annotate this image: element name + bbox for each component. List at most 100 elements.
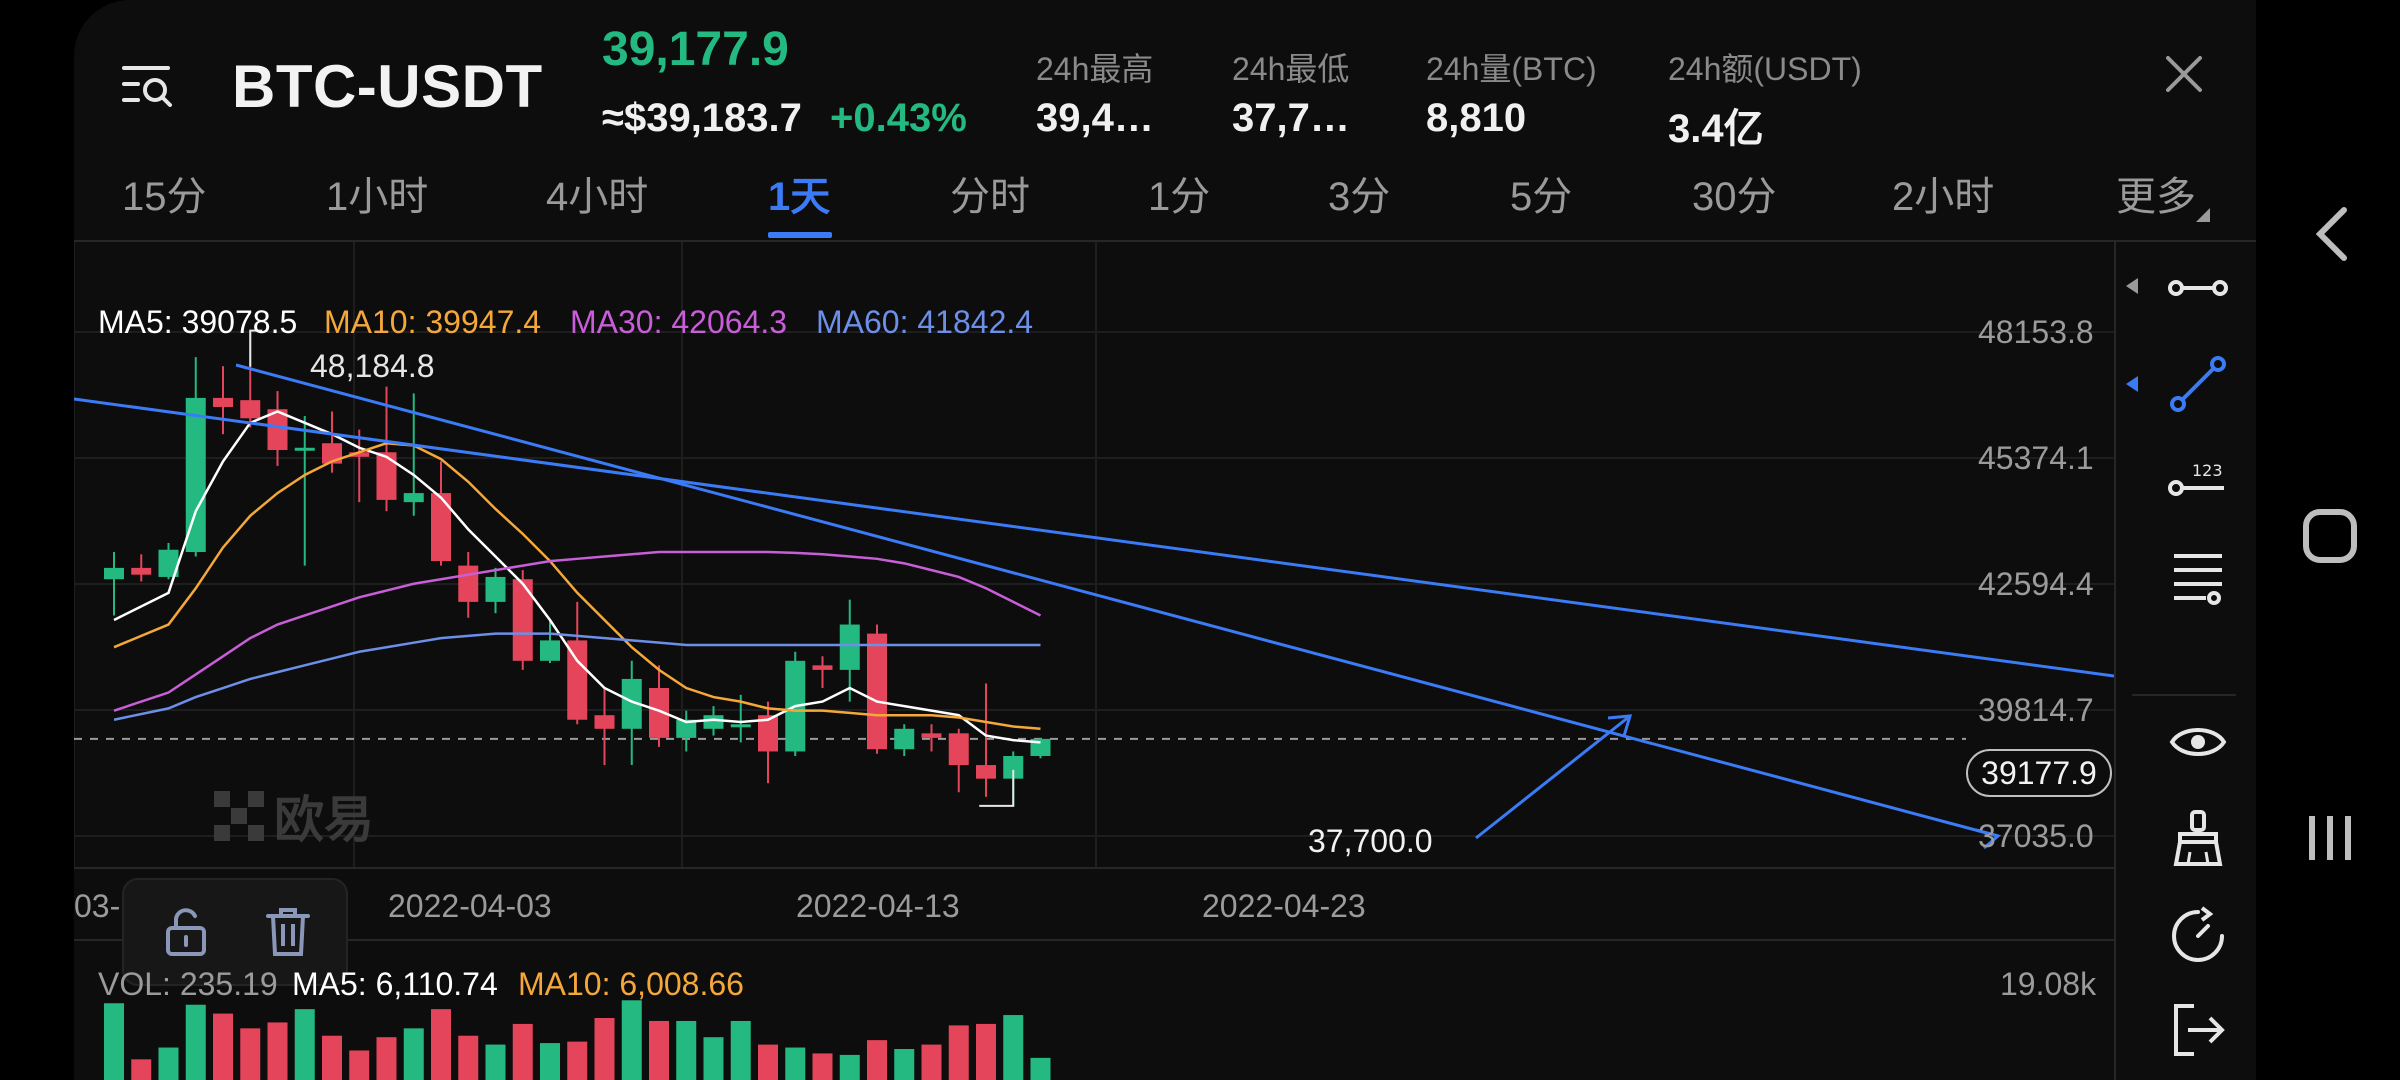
- price-axis-label: 45374.1: [1978, 440, 2094, 476]
- candle-body: [812, 665, 833, 670]
- stat-label-24h-high: 24h最高: [1036, 51, 1154, 87]
- candle-body: [403, 493, 424, 503]
- trend-line-tool-icon[interactable]: [2166, 352, 2230, 416]
- candle-body: [158, 549, 179, 577]
- high-marker-line: [249, 329, 263, 367]
- volume-bar: [267, 1022, 288, 1080]
- candle-body: [703, 715, 724, 729]
- volume-bar: [403, 1028, 424, 1080]
- candle-body: [976, 765, 996, 779]
- parallel-lines-tool-icon[interactable]: [2166, 544, 2230, 608]
- svg-text:123: 123: [2192, 461, 2223, 480]
- high-price-marker: 48,184.8: [310, 348, 435, 384]
- close-icon[interactable]: [2162, 52, 2206, 96]
- volume-bar: [294, 1009, 315, 1080]
- ma-line-ma30: [113, 550, 1042, 712]
- tab-5m[interactable]: 5分: [1510, 175, 1573, 219]
- trend-line: [1475, 714, 1631, 840]
- candle-body: [594, 715, 615, 729]
- volume-bar: [976, 1023, 996, 1080]
- trend-line: [235, 363, 1999, 838]
- volume-ma5-legend: MA5: 6,110.74: [292, 966, 498, 1002]
- tab-time-sharing[interactable]: 分时: [950, 175, 1030, 219]
- price-change: +0.43%: [830, 96, 967, 140]
- volume-bar: [213, 1013, 233, 1080]
- low-marker-line: [979, 769, 1015, 807]
- volume-bar: [948, 1025, 969, 1080]
- stat-value-24h-turnover: 3.4亿: [1668, 107, 1764, 151]
- ma-line-ma60: [113, 632, 1041, 721]
- tab-15m[interactable]: 15分: [122, 175, 207, 219]
- trend-line: [74, 397, 2114, 678]
- candle-body: [213, 397, 233, 407]
- current-price-tag[interactable]: 39177.9: [1966, 749, 2112, 797]
- caret-icon: [2196, 208, 2210, 222]
- brush-icon[interactable]: [2166, 806, 2230, 870]
- candle-body: [1003, 755, 1024, 779]
- volume-bar: [649, 1020, 669, 1080]
- volume-bar: [621, 1000, 642, 1080]
- candle-body: [294, 447, 315, 451]
- candle-body: [867, 633, 887, 750]
- stat-label-24h-volume: 24h量(BTC): [1426, 51, 1597, 87]
- date-axis-label: 2022-04-03: [388, 888, 552, 924]
- home-nav-icon[interactable]: [2302, 508, 2358, 569]
- tab-more-label: 更多: [2116, 175, 2196, 219]
- stat-value-24h-low: 37,7…: [1232, 96, 1350, 140]
- trading-app: BTC-USDT 39,177.9 ≈$39,183.7 +0.43% 24h最…: [74, 0, 2256, 1080]
- volume-bar: [567, 1041, 588, 1080]
- active-tab-indicator: [768, 232, 832, 238]
- horizontal-line-tool-icon[interactable]: [2166, 256, 2230, 320]
- pair-menu-icon[interactable]: [120, 62, 176, 112]
- volume-bar: [485, 1044, 506, 1080]
- tabs-divider: [74, 240, 2256, 242]
- date-axis-label: 2022-04-13: [796, 888, 960, 924]
- candle-body: [649, 688, 669, 738]
- recents-nav-icon[interactable]: [2304, 812, 2356, 869]
- back-nav-icon[interactable]: [2312, 206, 2352, 267]
- price-axis-label: 37035.0: [1978, 818, 2094, 854]
- volume-bar: [158, 1047, 179, 1080]
- stat-value-24h-high: 39,4…: [1036, 96, 1154, 140]
- price-axis-label: 39814.7: [1978, 692, 2094, 728]
- tab-3m[interactable]: 3分: [1328, 175, 1391, 219]
- volume-bar: [540, 1043, 560, 1080]
- trading-pair-title[interactable]: BTC-USDT: [232, 53, 543, 120]
- delete-icon[interactable]: [260, 904, 316, 960]
- price-axis-label: 48153.8: [1978, 314, 2094, 350]
- toolbar-caret-icon: [2126, 278, 2138, 299]
- candle-body: [540, 640, 560, 661]
- volume-bar: [839, 1054, 860, 1080]
- candle-body: [185, 397, 206, 553]
- candle-body: [485, 576, 506, 602]
- volume-bar: [758, 1044, 778, 1080]
- tab-1h[interactable]: 1小时: [326, 175, 429, 219]
- candlestick-chart[interactable]: [74, 242, 2114, 1080]
- ma-line-ma5: [113, 410, 1041, 744]
- candle-body: [921, 733, 942, 738]
- volume-bar: [349, 1050, 370, 1080]
- unlock-icon[interactable]: [158, 904, 214, 960]
- tab-30m[interactable]: 30分: [1692, 175, 1777, 219]
- tab-1m[interactable]: 1分: [1148, 175, 1211, 219]
- volume-bar: [1030, 1057, 1051, 1080]
- exit-icon[interactable]: [2166, 998, 2230, 1062]
- ma-line-ma10: [113, 441, 1041, 731]
- volume-bar: [240, 1028, 261, 1080]
- candle-body: [621, 678, 642, 729]
- watermark-text: 欧易: [274, 792, 374, 848]
- volume-bar: [703, 1037, 724, 1080]
- tab-more[interactable]: 更多: [2116, 164, 2210, 222]
- candle-body: [894, 728, 915, 750]
- candle-body: [730, 724, 751, 728]
- refresh-icon[interactable]: [2166, 904, 2230, 968]
- toolbar-divider: [2114, 242, 2116, 1080]
- price-line-tool-icon[interactable]: 123: [2166, 448, 2230, 512]
- volume-bar: [594, 1018, 615, 1080]
- ma5-legend: MA5: 39078.5: [98, 304, 298, 340]
- eye-icon[interactable]: [2166, 710, 2230, 774]
- volume-bar: [431, 1009, 451, 1080]
- tab-2h[interactable]: 2小时: [1892, 175, 1995, 219]
- tab-1d[interactable]: 1天: [768, 175, 831, 219]
- tab-4h[interactable]: 4小时: [546, 175, 649, 219]
